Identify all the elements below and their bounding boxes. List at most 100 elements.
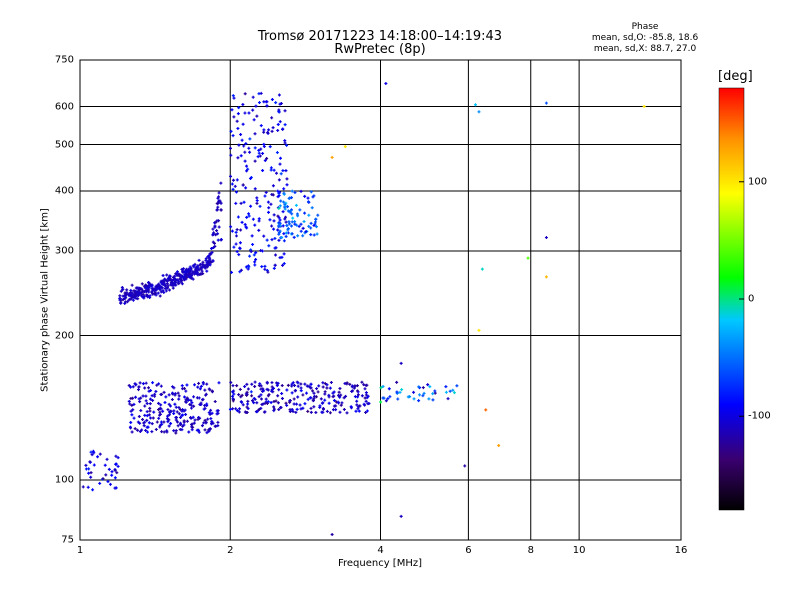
data-point [187,430,191,434]
data-point [243,111,247,115]
data-point [277,224,281,228]
data-point [269,168,273,172]
data-point [231,187,235,191]
data-point [209,417,213,421]
data-point [208,257,212,261]
data-point [219,238,223,242]
data-point [273,263,277,267]
data-point [292,235,296,239]
data-point [219,208,223,212]
data-point [255,410,259,414]
data-point [252,401,256,405]
data-point [203,428,207,432]
data-point [238,241,242,245]
data-point [257,101,261,105]
data-point [120,286,124,290]
data-point [261,249,265,253]
data-point [158,413,162,417]
data-point [202,421,206,425]
data-point [181,270,185,274]
data-point [184,272,188,276]
data-point [451,388,455,392]
data-point [127,399,131,403]
data-point [170,391,174,395]
data-point [321,381,325,385]
data-point [363,387,367,391]
data-point [177,406,181,410]
data-point [544,275,548,279]
data-point [172,386,176,390]
data-point [286,383,290,387]
data-point [254,257,258,261]
phase-stats-o: mean, sd,O: -85.8, 18.6 [591,33,699,43]
data-point [280,255,284,259]
data-point [305,384,309,388]
data-point [254,251,258,255]
data-point [406,395,410,399]
data-point [246,387,250,391]
data-point [219,201,223,205]
data-point [259,387,263,391]
data-point [271,184,275,188]
data-point [417,399,421,403]
data-point [303,402,307,406]
y-tick-label: 600 [54,101,74,113]
data-point [162,290,166,294]
data-point [421,386,425,390]
data-point [265,238,269,242]
data-point [270,224,274,228]
data-point [144,394,148,398]
data-point [204,257,208,261]
data-point [101,477,105,481]
data-point [176,281,180,285]
data-point [283,109,287,113]
data-point [177,397,181,401]
data-point [272,213,276,217]
data-point [89,471,93,475]
data-point [139,396,143,400]
data-point [296,384,300,388]
data-point [261,168,265,172]
data-point [156,291,160,295]
data-point [114,454,118,458]
data-point [353,384,357,388]
data-point [172,409,176,413]
data-point [280,384,284,388]
data-point [399,514,403,518]
data-point [259,406,263,410]
data-point [141,382,145,386]
data-point [188,275,192,279]
y-tick-label: 200 [54,330,74,342]
data-point [277,110,281,114]
data-point [210,422,214,426]
data-point [177,394,181,398]
data-point [356,393,360,397]
data-point [253,260,257,264]
data-point [301,393,305,397]
data-point [298,403,302,407]
data-point [266,270,270,274]
data-point [166,418,170,422]
data-point [191,277,195,281]
data-point [307,385,311,389]
data-point [285,224,289,228]
data-point [235,228,239,232]
data-point [277,231,281,235]
data-point [274,171,278,175]
data-point [213,424,217,428]
data-point [230,182,234,186]
data-point [163,284,167,288]
data-point [215,207,219,211]
data-point [108,482,112,486]
data-point [155,420,159,424]
data-point [110,470,114,474]
data-point [290,408,294,412]
data-point [365,383,369,387]
data-point [192,404,196,408]
data-point [278,120,282,124]
data-point [384,82,388,86]
data-point [250,399,254,403]
data-point [154,427,158,431]
data-point [259,124,263,128]
data-point [168,404,172,408]
